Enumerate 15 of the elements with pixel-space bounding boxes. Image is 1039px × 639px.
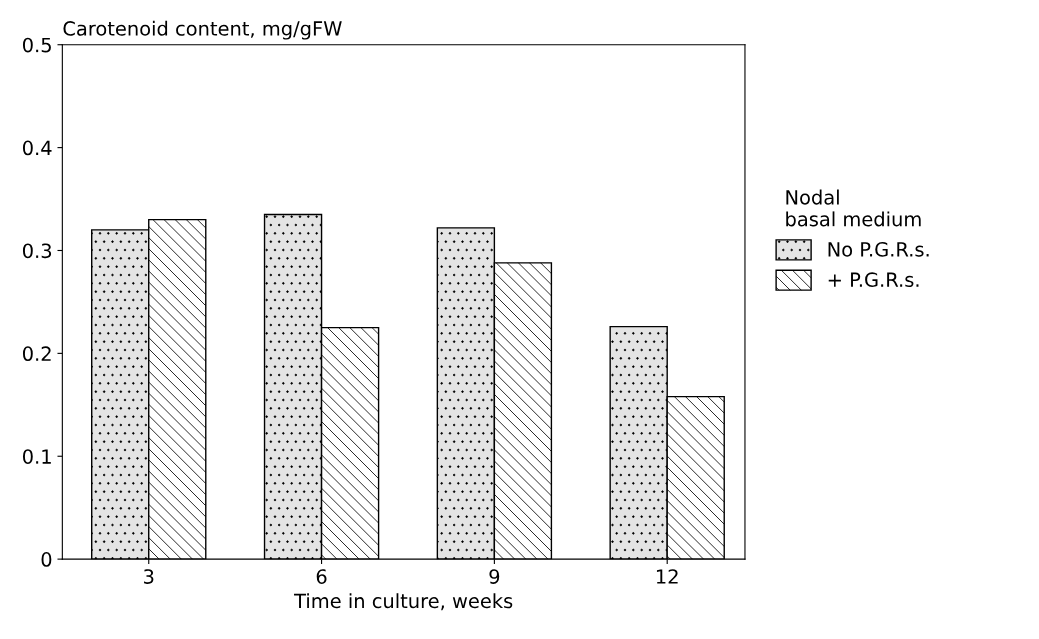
x-tick-label: 9 — [489, 569, 500, 584]
y-tick-label: 0.1 — [22, 449, 51, 464]
legend-title: Nodal basal medium — [786, 189, 921, 227]
x-tick-label: 3 — [144, 569, 154, 584]
legend-label: No P.G.R.s. — [828, 242, 929, 257]
y-tick-label: 0.4 — [22, 140, 52, 156]
y-tick-label: 0.3 — [22, 243, 52, 259]
y-axis-title: Carotenoid content, mg/gFW — [63, 20, 342, 40]
legend-label: + P.G.R.s. — [828, 272, 919, 288]
x-tick-label: 6 — [316, 569, 327, 584]
y-tick-label: 0 — [41, 552, 52, 567]
x-tick-label: 12 — [656, 569, 678, 584]
y-tick-label: 0.2 — [22, 346, 51, 362]
x-axis-title: Time in culture, weeks — [294, 593, 513, 611]
y-tick-label: 0.5 — [22, 37, 51, 53]
